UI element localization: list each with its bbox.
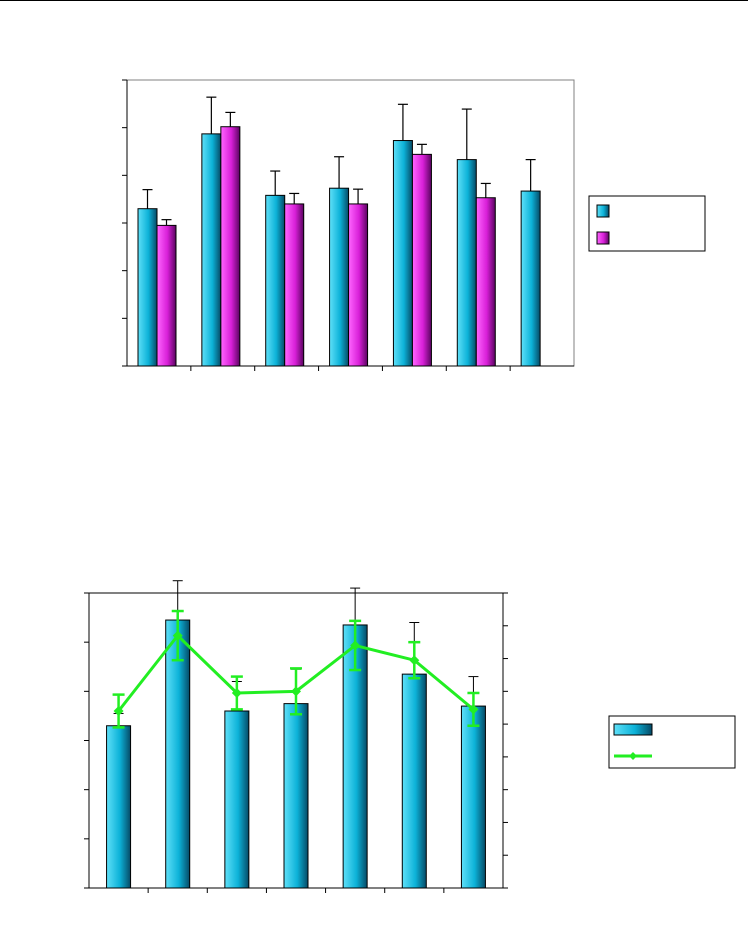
line-point bbox=[231, 687, 242, 698]
bar bbox=[401, 673, 427, 889]
bar bbox=[165, 619, 191, 889]
bar bbox=[137, 208, 158, 367]
line-point bbox=[113, 706, 124, 716]
legend-swatch bbox=[596, 231, 610, 245]
bar bbox=[156, 224, 177, 367]
line-point bbox=[291, 686, 301, 697]
bar bbox=[265, 194, 286, 367]
bar bbox=[220, 126, 241, 367]
bar bbox=[456, 159, 477, 367]
bar bbox=[392, 140, 413, 367]
bar bbox=[283, 703, 309, 889]
bar bbox=[284, 203, 305, 367]
bar bbox=[348, 203, 369, 367]
chart-2 bbox=[84, 580, 736, 893]
bar bbox=[201, 133, 222, 367]
line-point bbox=[172, 630, 183, 641]
line-point bbox=[468, 704, 479, 715]
legend-swatch bbox=[613, 723, 653, 736]
bar bbox=[520, 190, 541, 367]
line-point bbox=[409, 655, 420, 666]
top-border-line bbox=[0, 0, 748, 1]
bar bbox=[106, 725, 132, 889]
line-point bbox=[350, 640, 361, 651]
bar bbox=[460, 705, 486, 889]
chart-1 bbox=[122, 79, 706, 371]
legend-swatch bbox=[596, 204, 610, 218]
bar bbox=[411, 153, 432, 367]
bar bbox=[329, 187, 350, 367]
bar bbox=[224, 710, 250, 889]
legend-line-marker bbox=[629, 752, 637, 760]
bar bbox=[475, 197, 496, 367]
